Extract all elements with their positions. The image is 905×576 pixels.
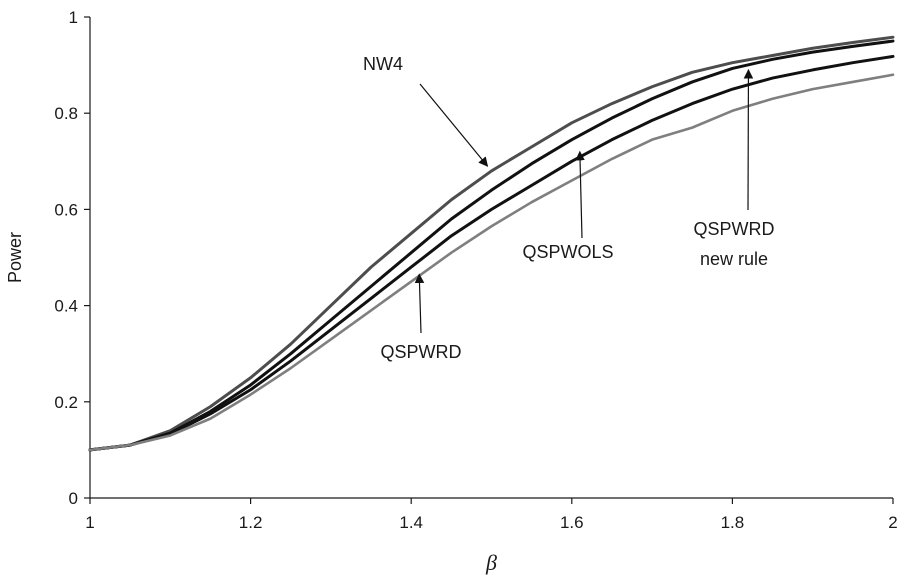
x-ticks: 1 1.2 1.4 1.6 1.8 2 bbox=[85, 498, 898, 532]
x-tick-label: 1.8 bbox=[721, 513, 745, 532]
y-tick-label: 0.4 bbox=[54, 297, 78, 316]
x-axis-title: β bbox=[485, 550, 497, 575]
y-tick-label: 0.2 bbox=[54, 393, 78, 412]
x-tick-label: 1.2 bbox=[239, 513, 263, 532]
y-tick-label: 1 bbox=[69, 8, 78, 27]
annotation-label: QSPWOLS bbox=[522, 242, 613, 262]
series-line-qspwrd bbox=[88, 73, 895, 452]
x-tick-label: 1.6 bbox=[560, 513, 584, 532]
annotation-label: QSPWRD bbox=[694, 219, 775, 239]
x-tick-label: 1 bbox=[85, 513, 94, 532]
y-tick-label: 0.6 bbox=[54, 200, 78, 219]
axes: 1 1.2 1.4 1.6 1.8 2 0 0.2 0.4 0.6 0.8 1 bbox=[54, 8, 897, 532]
series-line-qspwrd-new-rule bbox=[88, 54, 895, 452]
x-tick-label: 1.4 bbox=[399, 513, 423, 532]
y-ticks: 0 0.2 0.4 0.6 0.8 1 bbox=[54, 8, 90, 508]
x-tick-label: 2 bbox=[888, 513, 897, 532]
annotation-label: NW4 bbox=[363, 54, 403, 74]
annotation-arrow bbox=[414, 273, 425, 334]
y-tick-label: 0 bbox=[69, 489, 78, 508]
series-line-qspwols bbox=[88, 39, 895, 452]
series-lines bbox=[88, 35, 895, 452]
annotation-label: QSPWRD bbox=[381, 342, 462, 362]
y-tick-label: 0.8 bbox=[54, 104, 78, 123]
annotation-arrow bbox=[419, 83, 489, 167]
series-line-nw4 bbox=[88, 35, 895, 452]
annotation-label-line2: new rule bbox=[700, 249, 768, 269]
annotations: NW4 QSPWOLS QSPWRD new rule QSPWRD bbox=[363, 54, 775, 362]
y-axis-title: Power bbox=[5, 232, 25, 283]
annotation-arrow bbox=[575, 150, 585, 239]
